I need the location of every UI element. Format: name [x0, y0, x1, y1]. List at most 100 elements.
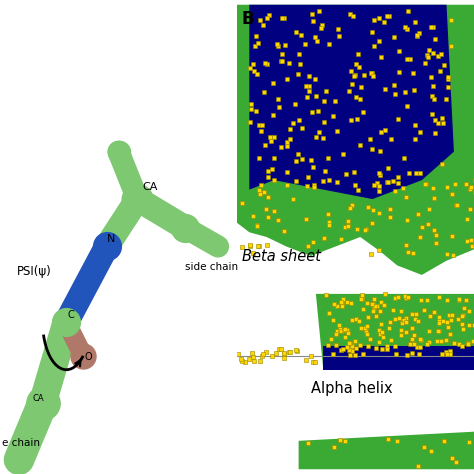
- Point: [325, 309, 333, 316]
- Point: [416, 169, 423, 176]
- Point: [370, 300, 377, 308]
- Point: [469, 337, 474, 345]
- Point: [401, 316, 408, 323]
- Point: [381, 290, 389, 298]
- Point: [402, 328, 410, 336]
- Point: [280, 349, 288, 356]
- Point: [364, 313, 371, 320]
- Point: [247, 100, 255, 108]
- Point: [270, 207, 277, 215]
- Text: Beta sheet: Beta sheet: [242, 249, 321, 264]
- Point: [260, 188, 267, 196]
- Point: [334, 25, 341, 33]
- Point: [332, 330, 340, 338]
- Point: [279, 15, 286, 22]
- Point: [451, 180, 459, 188]
- Point: [261, 141, 269, 148]
- Point: [447, 331, 454, 338]
- Point: [400, 184, 407, 192]
- Point: [348, 201, 356, 209]
- Point: [261, 59, 268, 67]
- Point: [466, 205, 474, 213]
- Point: [258, 121, 266, 128]
- Point: [375, 169, 383, 176]
- Point: [313, 37, 321, 45]
- Point: [376, 330, 383, 338]
- Point: [435, 327, 442, 335]
- Point: [274, 216, 282, 224]
- Point: [368, 28, 375, 36]
- Point: [310, 238, 317, 246]
- Point: [413, 32, 420, 39]
- Point: [410, 86, 418, 93]
- Point: [241, 358, 249, 366]
- Point: [384, 164, 392, 172]
- Point: [346, 345, 353, 353]
- Point: [424, 220, 432, 228]
- Point: [368, 69, 376, 76]
- Point: [430, 95, 438, 102]
- Point: [305, 87, 312, 94]
- Point: [307, 156, 315, 164]
- Point: [337, 346, 345, 354]
- Point: [373, 345, 380, 352]
- Point: [394, 116, 401, 123]
- Point: [346, 339, 354, 346]
- Point: [295, 116, 302, 124]
- Point: [473, 450, 474, 457]
- Point: [473, 342, 474, 350]
- Point: [425, 327, 432, 335]
- Point: [254, 242, 262, 250]
- Point: [394, 173, 402, 181]
- Point: [320, 234, 328, 242]
- Point: [391, 33, 398, 40]
- Point: [425, 46, 433, 54]
- Point: [319, 21, 326, 29]
- Point: [310, 183, 318, 191]
- Point: [339, 295, 347, 302]
- Point: [442, 95, 450, 103]
- Point: [299, 155, 306, 163]
- Point: [459, 311, 466, 319]
- Point: [413, 343, 421, 351]
- Point: [253, 222, 261, 230]
- Point: [395, 68, 403, 76]
- Point: [385, 12, 393, 20]
- Point: [423, 51, 430, 59]
- Point: [277, 143, 285, 151]
- Point: [283, 142, 291, 149]
- Point: [274, 42, 282, 50]
- Point: [245, 355, 253, 363]
- Point: [315, 128, 322, 136]
- Point: [431, 129, 439, 137]
- Point: [445, 323, 452, 331]
- Point: [250, 357, 258, 365]
- Point: [395, 47, 402, 55]
- Point: [356, 95, 364, 103]
- Point: [385, 324, 393, 331]
- Point: [264, 60, 271, 68]
- Point: [393, 437, 401, 444]
- Point: [311, 75, 319, 82]
- Point: [444, 83, 452, 91]
- Point: [346, 351, 354, 358]
- Point: [469, 243, 474, 250]
- Point: [352, 61, 359, 68]
- Point: [406, 340, 413, 347]
- Point: [345, 339, 353, 346]
- Point: [247, 105, 255, 113]
- Polygon shape: [323, 346, 474, 370]
- Point: [337, 436, 344, 444]
- Point: [336, 326, 344, 333]
- Point: [312, 133, 319, 140]
- Point: [467, 236, 474, 244]
- Point: [384, 436, 392, 443]
- Point: [440, 437, 448, 445]
- Point: [352, 337, 359, 345]
- Point: [364, 330, 371, 338]
- Point: [359, 350, 366, 357]
- Point: [392, 315, 399, 323]
- Point: [411, 315, 419, 323]
- Point: [304, 173, 311, 181]
- Point: [367, 250, 374, 258]
